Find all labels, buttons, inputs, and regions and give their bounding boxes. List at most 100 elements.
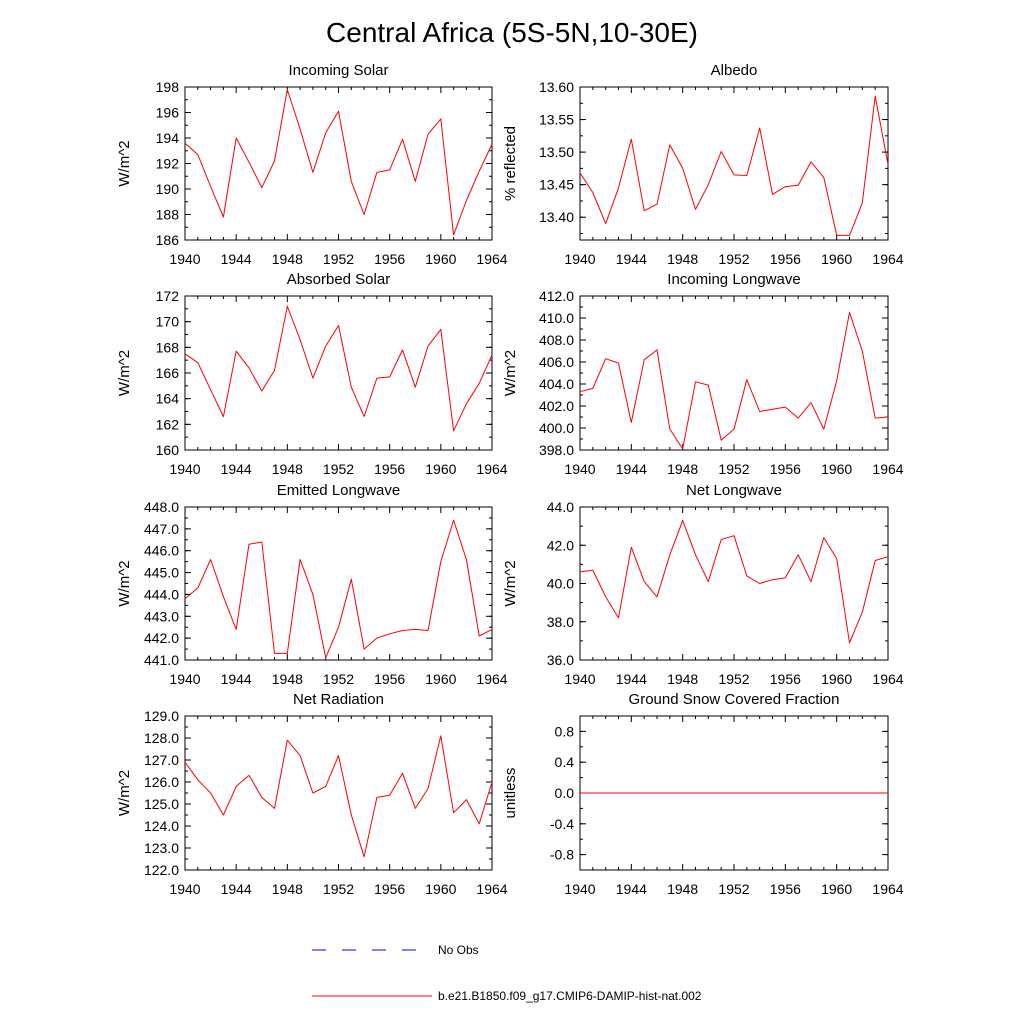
panel-5-y-tick-label: 442.0 [144,630,179,646]
panel-6-y-tick-label: 36.0 [547,652,574,668]
panel-5-x-tick-label: 1960 [425,671,456,687]
panel-5-y-tick-label: 443.0 [144,608,179,624]
panel-5-x-tick-label: 1940 [169,671,200,687]
panel-1-x-tick-label: 1956 [374,251,405,267]
panel-3-y-tick-label: 166 [156,365,180,381]
panel-1-y-tick-label: 198 [156,79,180,95]
panel-1-x-tick-label: 1952 [323,251,354,267]
panel-7-series-line [184,735,493,858]
panel-4-x-tick-label: 1952 [718,461,749,477]
panel-5-series-line [184,519,493,659]
panel-3-series-line [184,305,493,432]
panel-7-y-tick-label: 122.0 [144,862,179,878]
panel-1-x-tick-label: 1948 [272,251,303,267]
panel-4-y-tick-label: 398.0 [539,442,574,458]
panel-5-y-tick-label: 447.0 [144,521,179,537]
panel-2-frame [579,86,889,241]
panel-8-x-tick-label: 1948 [667,881,698,897]
panel-6-x-tick-label: 1948 [667,671,698,687]
panel-5-x-tick-label: 1956 [374,671,405,687]
panel-2-series-line [579,95,889,236]
panel-7-y-tick-label: 127.0 [144,752,179,768]
panel-1-y-tick-label: 194 [156,130,180,146]
panel-3-x-tick-label: 1940 [169,461,200,477]
panel-1-y-tick-label: 196 [156,105,180,121]
panel-4-y-tick-label: 406.0 [539,354,574,370]
panel-2-y-tick-label: 13.40 [539,209,574,225]
panel-7-y-tick-label: 125.0 [144,796,179,812]
panel-3-x-tick-label: 1952 [323,461,354,477]
panel-6-title: Net Longwave [686,482,782,499]
panel-7-frame [184,715,493,871]
panel-7-x-tick-label: 1948 [272,881,303,897]
panel-3-x-tick-label: 1944 [221,461,252,477]
panel-8: Ground Snow Covered Fraction 1940 1944 1948… [502,691,904,897]
panel-6-y-tick-label: 40.0 [547,576,574,592]
panel-1: Incoming Solar 1940 1944 1948 1952 1956 1960 19… [116,62,508,267]
panel-2-x-tick-label: 1952 [718,251,749,267]
panel-7-y-tick-label: 129.0 [144,708,179,724]
panel-1-x-tick-label: 1940 [169,251,200,267]
panel-7-x-tick-label: 1956 [374,881,405,897]
panel-2-y-tick-label: 13.55 [539,112,574,128]
panel-3-y-tick-label: 172 [156,288,180,304]
panel-8-y-tick-label: 0.4 [555,754,575,770]
panel-1-y-tick-label: 188 [156,207,180,223]
panel-7: Net Radiation 1940 1944 1948 1952 1956 1960 196… [116,691,508,897]
panel-2-x-tick-label: 1964 [872,251,903,267]
panel-2-x-tick-label: 1956 [770,251,801,267]
panel-7-x-tick-label: 1944 [221,881,252,897]
panel-8-x-tick-label: 1940 [564,881,595,897]
panel-7-y-tick-label: 126.0 [144,774,179,790]
panel-7-x-tick-label: 1940 [169,881,200,897]
panel-5-x-tick-label: 1944 [221,671,252,687]
panel-8-x-tick-label: 1956 [770,881,801,897]
panel-4-y-tick-label: 404.0 [539,376,574,392]
panel-7-y-tick-label: 124.0 [144,818,179,834]
panel-2-y-tick-label: 13.45 [539,177,574,193]
panel-6-x-tick-label: 1956 [770,671,801,687]
panel-7-y-tick-label: 123.0 [144,840,179,856]
panel-7-x-tick-label: 1960 [425,881,456,897]
panel-3-y-tick-label: 160 [156,442,180,458]
panel-3-title: Absorbed Solar [287,271,390,288]
panel-4-y-tick-label: 400.0 [539,420,574,436]
panel-1-y-tick-label: 192 [156,156,180,172]
panel-1-y-axis-label: W/m^2 [116,140,133,186]
panel-2: Albedo 1940 1944 1948 1952 1956 1960 1964 13.40 1… [502,62,904,267]
panel-4-y-tick-label: 402.0 [539,398,574,414]
panel-8-y-tick-label: 0.8 [555,723,575,739]
panel-8-x-tick-label: 1964 [872,881,903,897]
panel-4-title: Incoming Longwave [667,271,800,288]
panel-5-x-tick-label: 1948 [272,671,303,687]
panel-2-x-tick-label: 1944 [616,251,647,267]
panel-8-x-tick-label: 1944 [616,881,647,897]
panel-6-x-tick-label: 1940 [564,671,595,687]
panel-3-y-tick-label: 162 [156,416,180,432]
panel-2-y-tick-label: 13.60 [539,79,574,95]
panel-7-y-axis-label: W/m^2 [116,770,133,816]
panel-5-title: Emitted Longwave [277,482,400,499]
legend-label-model: b.e21.B1850.f09_g17.CMIP6-DAMIP-hist-nat… [438,989,702,1003]
panel-3: Absorbed Solar 1940 1944 1948 1952 1956 1960 19… [116,271,508,477]
panel-5: Emitted Longwave 1940 1944 1948 1952 1956 1960… [116,482,508,687]
panel-2-x-tick-label: 1960 [821,251,852,267]
panel-6-y-axis-label: W/m^2 [502,560,519,606]
panel-1-x-tick-label: 1944 [221,251,252,267]
panel-4: Incoming Longwave 1940 1944 1948 1952 1956 196… [502,271,904,477]
panel-6-x-tick-label: 1964 [872,671,903,687]
panel-5-y-axis-label: W/m^2 [116,560,133,606]
panel-6-x-tick-label: 1960 [821,671,852,687]
panel-3-y-tick-label: 168 [156,339,180,355]
panel-7-x-tick-label: 1964 [476,881,507,897]
panel-6-frame [579,506,889,661]
panel-2-y-tick-label: 13.50 [539,144,574,160]
panel-2-x-tick-label: 1940 [564,251,595,267]
legend-label-no-obs: No Obs [438,943,479,957]
panel-3-x-tick-label: 1960 [425,461,456,477]
panel-5-y-tick-label: 446.0 [144,543,179,559]
panel-3-x-tick-label: 1956 [374,461,405,477]
panel-5-y-tick-label: 448.0 [144,499,179,515]
panels: Incoming Solar 1940 1944 1948 1952 1956 1960 19… [116,62,904,897]
